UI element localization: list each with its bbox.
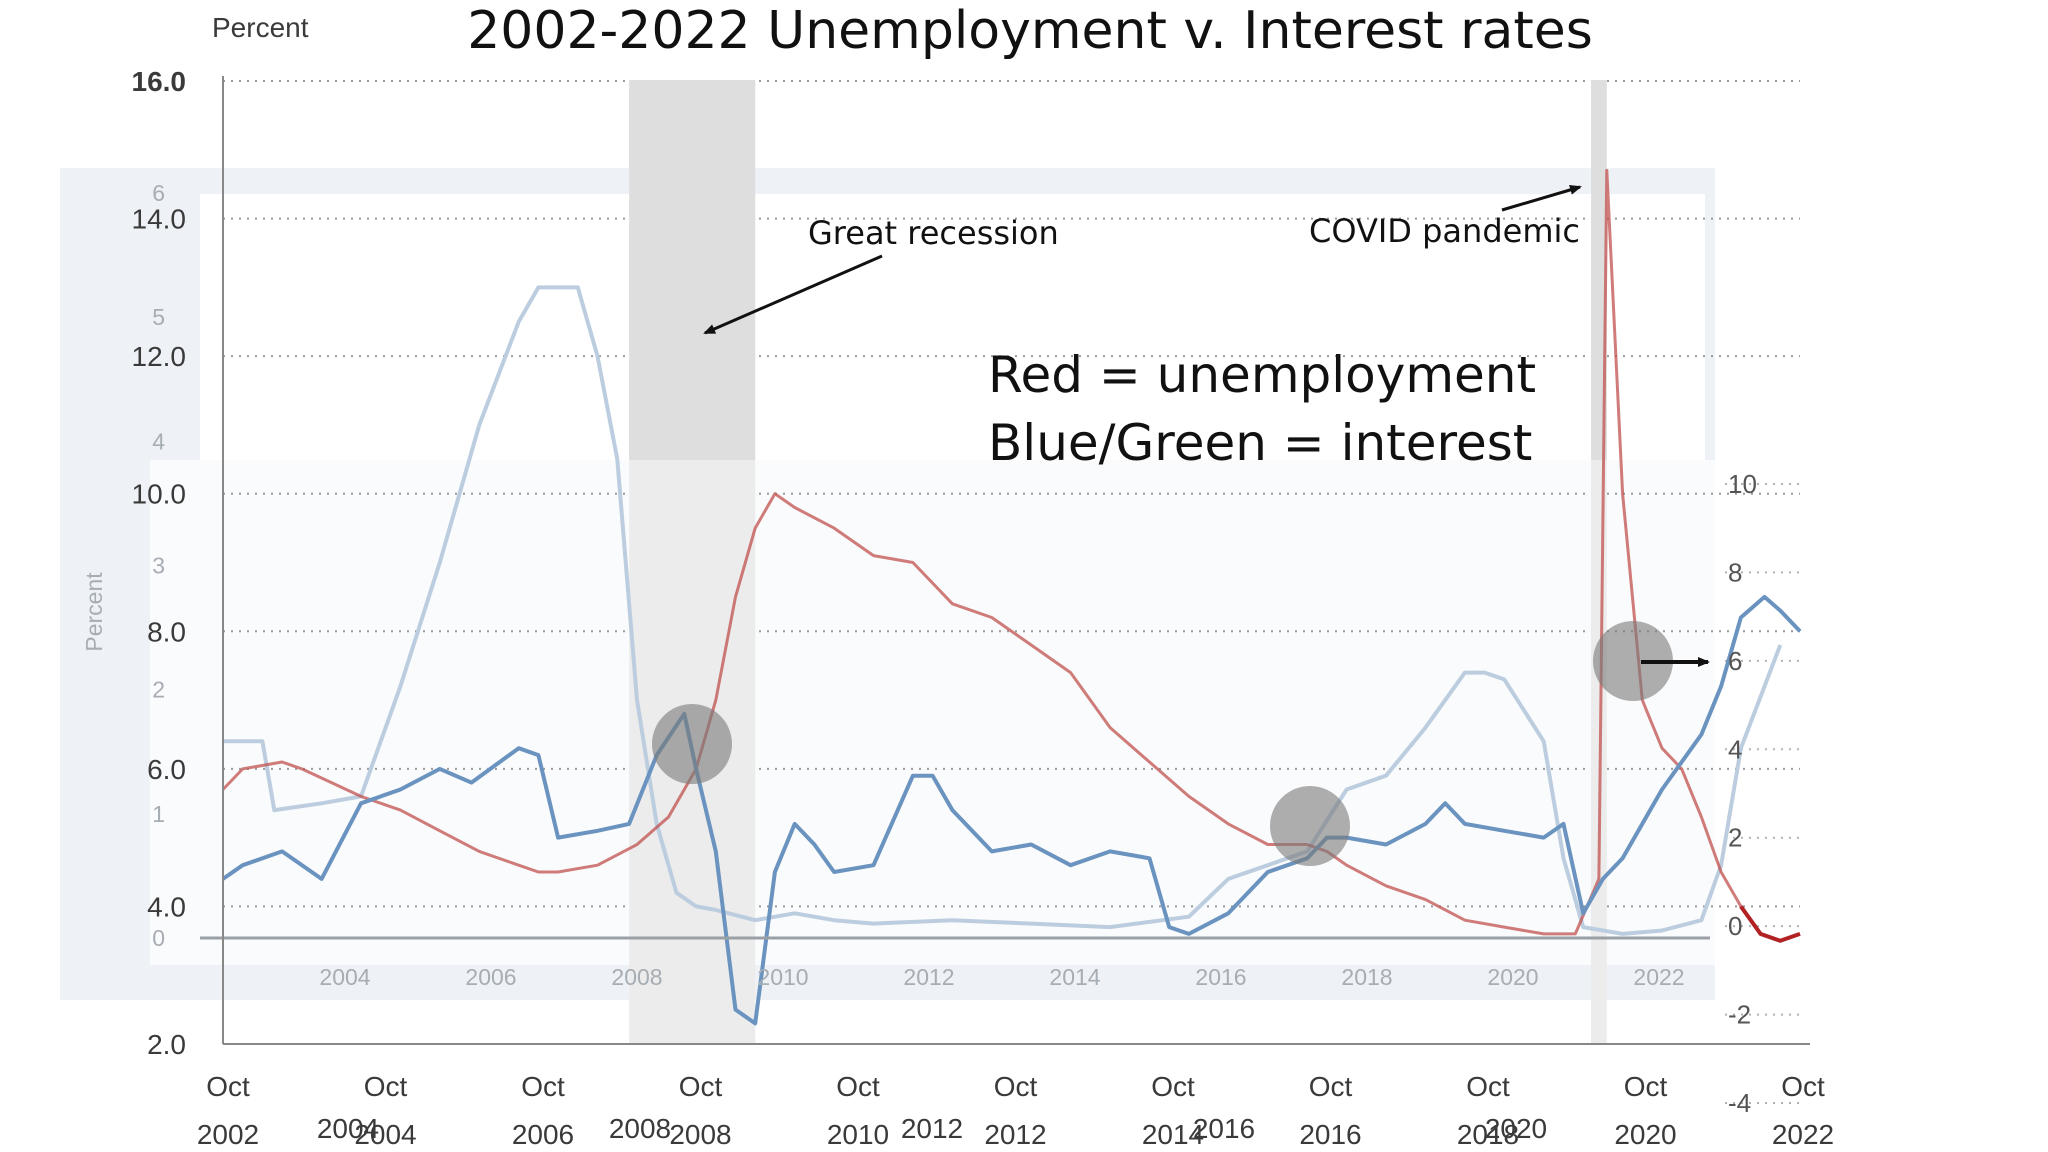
x-tick-month: Oct [206, 1071, 250, 1102]
series-lines [221, 168, 1802, 1026]
right-y-tick-label: 8 [1728, 557, 1742, 587]
chart-labels: 2002-2022 Unemployment v. Interest rates… [81, 1, 1834, 1150]
x-tick-year-secondary: 2012 [901, 1113, 963, 1144]
note-blue-green-interest: Blue/Green = interest [988, 414, 1532, 472]
inset-x-tick-label: 2010 [757, 964, 808, 990]
x-tick-month: Oct [364, 1071, 408, 1102]
right-y-tick-label: 2 [1728, 823, 1742, 853]
annotation-great-recession: Great recession [808, 214, 1059, 252]
inset-y-axis-label: Percent [81, 572, 107, 652]
inset-y-tick-label: 6 [152, 180, 165, 206]
inset-panel-plot [150, 460, 1715, 965]
inset-background [60, 168, 1715, 1000]
inset-y-tick-label: 5 [152, 304, 165, 330]
inset-x-tick-label: 2020 [1487, 964, 1538, 990]
recession-band [629, 80, 756, 460]
highlight-marker [652, 704, 732, 784]
highlight-marker [1593, 621, 1673, 701]
x-tick-year: 2014 [1142, 1119, 1204, 1150]
highlight-marker [1270, 786, 1350, 866]
x-tick-year: 2016 [1299, 1119, 1361, 1150]
axes [200, 76, 1810, 1045]
x-tick-month: Oct [1151, 1071, 1195, 1102]
series-line-unemployment-tail [1739, 905, 1801, 943]
chart-title: 2002-2022 Unemployment v. Interest rates [467, 1, 1593, 61]
series-line-interest-dark-blue [221, 594, 1802, 1026]
x-tick-month: Oct [836, 1071, 880, 1102]
x-tick-year: 2022 [1772, 1119, 1834, 1150]
inset-x-tick-label: 2012 [903, 964, 954, 990]
x-tick-month: Oct [1781, 1071, 1825, 1102]
right-y-tick-label: 4 [1728, 734, 1742, 764]
inset-y-tick-label: 0 [152, 925, 165, 951]
y-tick-label: 16.0 [132, 66, 187, 97]
recession-band [1591, 80, 1607, 460]
inset-panel-top [200, 194, 1705, 460]
x-tick-year-secondary: 2016 [1193, 1113, 1255, 1144]
inset-x-tick-label: 2016 [1195, 964, 1246, 990]
y-tick-label: 2.0 [147, 1029, 186, 1060]
inset-y-tick-label: 2 [152, 677, 165, 703]
x-tick-month: Oct [679, 1071, 723, 1102]
y-tick-label: 10.0 [132, 479, 187, 510]
inset-y-tick-label: 1 [152, 801, 165, 827]
series-line-unemployment [221, 168, 1801, 943]
right-y-tick-label: 10 [1728, 469, 1757, 499]
y-tick-label: 4.0 [147, 891, 186, 922]
inset-x-tick-label: 2018 [1341, 964, 1392, 990]
inset-x-tick-label: 2014 [1049, 964, 1100, 990]
inset-y-tick-label: 3 [152, 553, 165, 579]
x-tick-year: 2020 [1614, 1119, 1676, 1150]
x-tick-month: Oct [994, 1071, 1038, 1102]
x-tick-month: Oct [1624, 1071, 1668, 1102]
x-tick-year: 2012 [984, 1119, 1046, 1150]
x-tick-year-secondary: 2004 [317, 1113, 379, 1144]
y-tick-label: 14.0 [132, 204, 187, 235]
x-tick-month: Oct [1466, 1071, 1510, 1102]
y-tick-label: 6.0 [147, 754, 186, 785]
inset-y-tick-label: 4 [152, 428, 165, 454]
note-red-unemployment: Red = unemployment [988, 346, 1536, 404]
inset-x-tick-label: 2004 [319, 964, 370, 990]
x-tick-year: 2008 [669, 1119, 731, 1150]
arrow-great-recession [703, 254, 883, 335]
right-y-tick-label: -4 [1728, 1088, 1751, 1118]
inset-x-tick-label: 2008 [611, 964, 662, 990]
y-axis-label: Percent [212, 12, 309, 43]
right-y-tick-label: -2 [1728, 1000, 1751, 1030]
gridlines [223, 80, 1805, 1104]
series-line-interest-light-blue [223, 285, 1783, 936]
x-tick-month: Oct [1309, 1071, 1353, 1102]
arrow-covid-pandemic [1501, 185, 1582, 212]
right-y-tick-label: 0 [1728, 911, 1742, 941]
annotation-covid-pandemic: COVID pandemic [1309, 212, 1580, 250]
x-tick-year: 2018 [1457, 1119, 1519, 1150]
y-tick-label: 8.0 [147, 616, 186, 647]
x-tick-year-secondary: 2020 [1485, 1113, 1547, 1144]
x-tick-year-secondary: 2008 [609, 1113, 671, 1144]
x-tick-month: Oct [521, 1071, 565, 1102]
inset-x-tick-label: 2006 [465, 964, 516, 990]
inset-x-tick-label: 2022 [1633, 964, 1684, 990]
x-tick-year: 2002 [197, 1119, 259, 1150]
x-tick-year: 2006 [512, 1119, 574, 1150]
x-tick-year: 2004 [354, 1119, 416, 1150]
x-tick-year: 2010 [827, 1119, 889, 1150]
y-tick-label: 12.0 [132, 341, 187, 372]
highlight-markers [652, 185, 1710, 866]
right-y-tick-label: 6 [1728, 646, 1742, 676]
